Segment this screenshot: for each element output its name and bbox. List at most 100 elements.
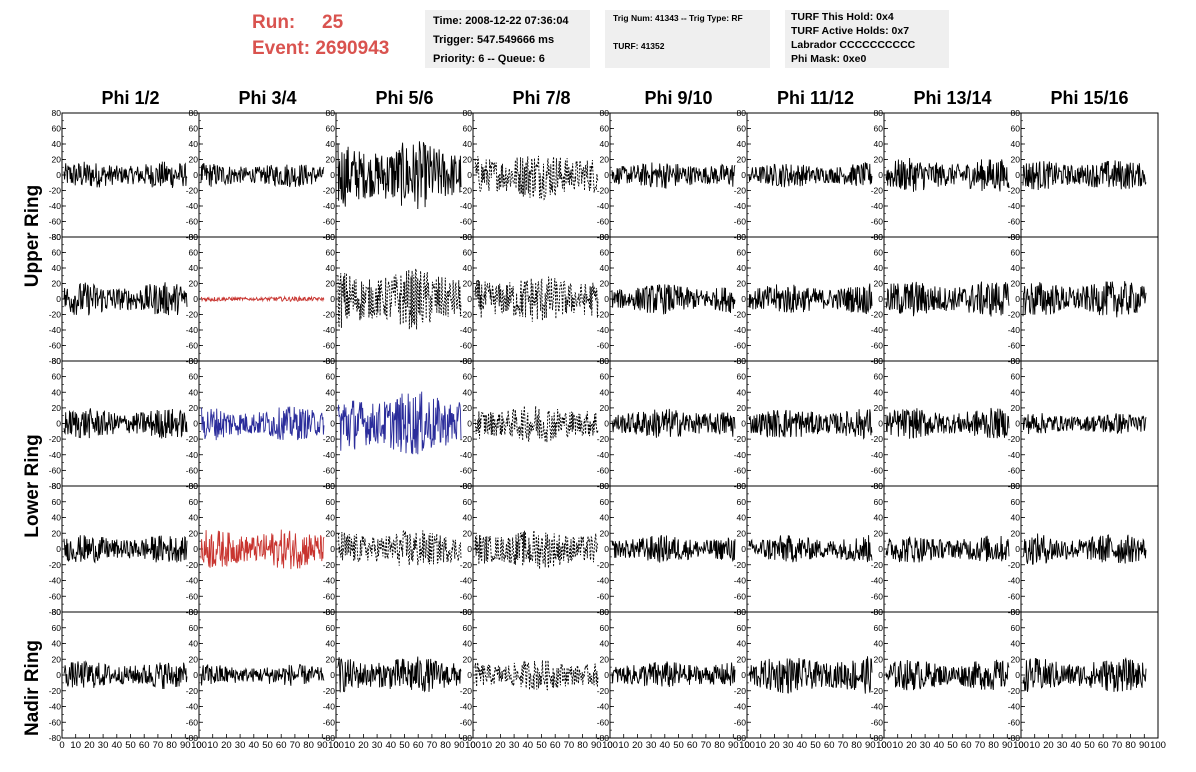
y-tick-label: 20 (874, 403, 884, 413)
y-tick-label: -20 (734, 310, 747, 320)
y-tick-label: 0 (604, 294, 609, 304)
y-tick-label: -80 (49, 356, 62, 366)
y-tick-label: -20 (460, 310, 473, 320)
y-tick-label: 60 (189, 497, 199, 507)
y-tick-label: -40 (460, 201, 473, 211)
y-tick-label: 20 (52, 403, 62, 413)
y-tick-label: -20 (734, 186, 747, 196)
y-tick-label: 20 (52, 155, 62, 165)
y-tick-label: -40 (186, 450, 199, 460)
waveform-trace (748, 535, 873, 563)
y-tick-label: 20 (1011, 654, 1021, 664)
y-tick-label: 40 (874, 639, 884, 649)
y-tick-label: -60 (597, 341, 610, 351)
y-tick-label: 60 (463, 372, 473, 382)
y-tick-label: 80 (737, 607, 747, 617)
y-tick-label: 80 (600, 607, 610, 617)
waveform-trace (63, 535, 188, 564)
x-tick-label: 80 (303, 740, 314, 751)
y-tick-label: 0 (330, 419, 335, 429)
y-tick-label: 0 (467, 419, 472, 429)
y-tick-label: 0 (741, 294, 746, 304)
y-tick-label: 0 (878, 670, 883, 680)
y-tick-label: 80 (737, 108, 747, 118)
y-tick-label: 20 (1011, 528, 1021, 538)
y-tick-label: 20 (326, 403, 336, 413)
y-tick-label: 0 (1015, 294, 1020, 304)
y-tick-label: -20 (597, 686, 610, 696)
y-tick-label: 60 (326, 623, 336, 633)
y-tick-label: -40 (186, 325, 199, 335)
y-tick-label: -60 (460, 341, 473, 351)
x-tick-label: 90 (317, 740, 328, 751)
column-header-1: Phi 1/2 (101, 88, 159, 108)
y-tick-label: 80 (52, 108, 62, 118)
y-tick-label: 0 (604, 544, 609, 554)
x-tick-label: 80 (577, 740, 588, 751)
waveform-trace (63, 161, 188, 188)
y-tick-label: -20 (1008, 186, 1021, 196)
x-tick-label: 90 (1139, 740, 1150, 751)
x-tick-label: 0 (744, 740, 749, 751)
y-tick-label: -60 (323, 341, 336, 351)
y-tick-label: 0 (1015, 170, 1020, 180)
waveform-trace (474, 276, 599, 322)
x-tick-label: 70 (290, 740, 301, 751)
y-tick-label: 80 (326, 607, 336, 617)
waveform-trace (885, 659, 1010, 691)
y-tick-label: 20 (600, 528, 610, 538)
y-tick-label: -40 (323, 325, 336, 335)
x-tick-label: 30 (1057, 740, 1068, 751)
y-tick-label: 0 (56, 544, 61, 554)
y-tick-label: -20 (734, 434, 747, 444)
y-tick-label: -20 (597, 434, 610, 444)
x-tick-label: 90 (591, 740, 602, 751)
y-tick-label: -60 (734, 341, 747, 351)
y-tick-label: 40 (874, 139, 884, 149)
y-tick-label: 20 (600, 279, 610, 289)
waveform-trace (885, 157, 1010, 192)
y-tick-label: -20 (871, 434, 884, 444)
x-tick-label: 20 (221, 740, 232, 751)
y-tick-label: 80 (737, 481, 747, 491)
y-tick-label: -60 (186, 717, 199, 727)
y-tick-label: -20 (734, 560, 747, 570)
ring-label-nadir-ring: Nadir Ring (22, 640, 43, 736)
x-tick-label: 90 (728, 740, 739, 751)
y-tick-label: -40 (323, 702, 336, 712)
y-tick-label: 0 (193, 670, 198, 680)
x-tick-label: 40 (934, 740, 945, 751)
y-tick-label: 60 (737, 623, 747, 633)
y-tick-label: 60 (874, 248, 884, 258)
y-tick-label: -60 (1008, 217, 1021, 227)
x-tick-label: 70 (564, 740, 575, 751)
y-tick-label: -60 (323, 591, 336, 601)
y-tick-label: 40 (326, 263, 336, 273)
y-tick-label: -60 (734, 591, 747, 601)
x-tick-label: 70 (153, 740, 164, 751)
y-tick-label: -20 (460, 434, 473, 444)
y-tick-label: -20 (1008, 686, 1021, 696)
y-tick-label: 20 (52, 654, 62, 664)
y-tick-label: 60 (52, 623, 62, 633)
y-tick-label: 80 (189, 232, 199, 242)
x-tick-label: 40 (249, 740, 260, 751)
x-tick-label: 60 (413, 740, 424, 751)
y-tick-label: 60 (52, 372, 62, 382)
y-tick-label: 20 (463, 155, 473, 165)
y-tick-label: -60 (871, 217, 884, 227)
y-tick-label: -40 (597, 576, 610, 586)
x-tick-label: 70 (701, 740, 712, 751)
y-tick-label: -80 (49, 733, 62, 743)
x-tick-label: 30 (509, 740, 520, 751)
x-tick-label: 100 (1150, 740, 1166, 751)
y-tick-label: 80 (874, 356, 884, 366)
x-tick-label: 90 (454, 740, 465, 751)
